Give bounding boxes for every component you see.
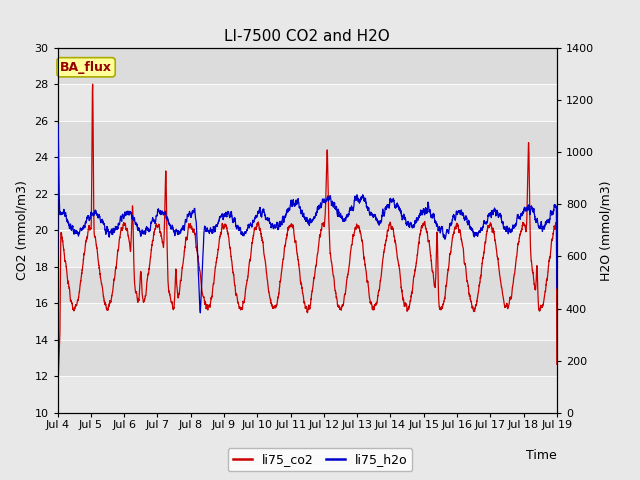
- Text: BA_flux: BA_flux: [60, 61, 112, 74]
- Bar: [58, 303, 557, 340]
- Bar: [58, 376, 557, 413]
- Y-axis label: H2O (mmol/m3): H2O (mmol/m3): [600, 180, 612, 281]
- Text: Time: Time: [526, 449, 557, 462]
- Y-axis label: CO2 (mmol/m3): CO2 (mmol/m3): [16, 180, 29, 280]
- Bar: [58, 84, 557, 121]
- Legend: li75_co2, li75_h2o: li75_co2, li75_h2o: [228, 448, 412, 471]
- Bar: [58, 157, 557, 194]
- Bar: [58, 230, 557, 267]
- Title: LI-7500 CO2 and H2O: LI-7500 CO2 and H2O: [225, 29, 390, 44]
